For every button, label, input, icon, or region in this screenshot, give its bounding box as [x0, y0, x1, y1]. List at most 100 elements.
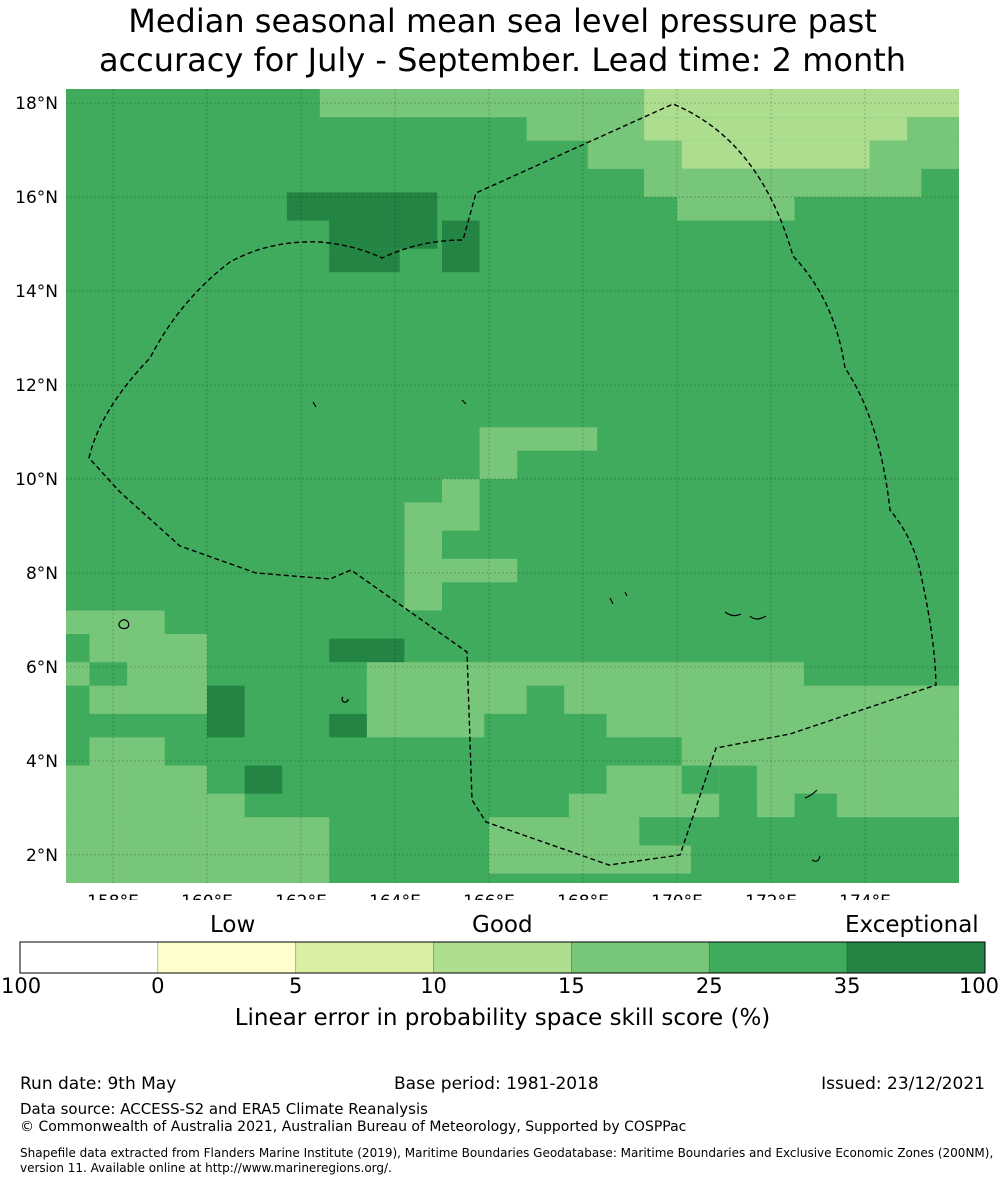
skill-cell	[286, 192, 438, 221]
y-tick-label: 12°N	[15, 376, 58, 396]
colorbar-tick-label: 10	[420, 974, 447, 998]
skill-cell	[644, 737, 682, 766]
skill-cell	[681, 140, 870, 169]
y-tick-label: 2°N	[26, 846, 58, 866]
x-tick-label: 172°E	[745, 892, 797, 900]
skill-cell	[329, 220, 438, 249]
skill-cell	[526, 117, 645, 141]
colorbar-swatch	[571, 941, 710, 974]
skill-cells	[66, 89, 959, 883]
eez-boundary	[88, 103, 937, 866]
skill-cell	[329, 248, 400, 273]
colorbar-tick-label: 25	[695, 974, 723, 998]
graticule	[66, 89, 959, 883]
skill-cell	[681, 765, 720, 794]
skill-cell	[587, 140, 645, 169]
data-source: Data source: ACCESS-S2 and ERA5 Climate …	[20, 1100, 428, 1118]
skill-cell	[479, 450, 518, 479]
colorbar-swatch	[846, 941, 986, 974]
skill-cell	[66, 610, 165, 634]
x-tick-label: 162°E	[275, 892, 327, 900]
y-tick-label: 4°N	[26, 752, 58, 772]
islands	[118, 399, 821, 862]
skill-cell	[794, 793, 837, 818]
colorbar-swatch	[433, 941, 572, 974]
skill-cell	[489, 845, 692, 874]
x-tick-label: 170°E	[651, 892, 703, 900]
colorbar-tick-label: -100	[0, 974, 42, 998]
colorbar	[19, 941, 986, 974]
skill-cell	[366, 713, 485, 738]
skill-cell	[564, 685, 959, 714]
skill-cell	[66, 765, 207, 794]
skill-cell	[329, 638, 405, 663]
skill-cell	[319, 89, 645, 118]
skill-cell	[719, 793, 757, 818]
copyright: © Commonwealth of Australia 2021, Austra…	[20, 1119, 687, 1135]
skill-cell	[89, 737, 165, 766]
x-tick-label: 160°E	[181, 892, 233, 900]
skill-cell	[442, 220, 480, 273]
skill-cell	[404, 502, 480, 531]
skill-cell	[639, 817, 959, 846]
island-outline	[804, 789, 821, 862]
island-outline	[312, 399, 467, 408]
island-outline	[724, 611, 767, 620]
skill-cell	[66, 845, 330, 883]
colorbar-label-low: Low	[210, 912, 256, 938]
colorbar-tick-label: 35	[833, 974, 861, 998]
island-outline	[118, 619, 130, 630]
skill-cell	[329, 713, 367, 738]
y-tick-label: 18°N	[15, 94, 58, 114]
island-outline	[609, 591, 628, 605]
skill-cell	[89, 633, 207, 663]
x-tick-label: 166°E	[463, 892, 515, 900]
skill-cell	[404, 558, 518, 583]
skill-cell	[756, 793, 795, 818]
y-tick-label: 6°N	[26, 658, 58, 678]
skill-cell	[644, 140, 682, 169]
map-title-line-1: Median seasonal mean sea level pressure …	[128, 2, 877, 40]
skill-cell	[244, 765, 283, 794]
x-axis-ticks: 158°E 160°E 162°E 164°E 166°E 168°E 170°E 172°E…	[87, 892, 891, 900]
colorbar-label-good: Good	[472, 912, 533, 938]
colorbar-tick-label: 5	[289, 974, 303, 998]
colorbar-title: Linear error in probability space skill …	[234, 1005, 771, 1031]
skill-cell	[836, 793, 959, 818]
skill-cell	[606, 713, 959, 738]
skill-cell	[66, 662, 90, 686]
skill-cell	[644, 737, 959, 766]
skill-cell	[691, 845, 959, 883]
skill-cell	[442, 478, 480, 503]
skill-cell	[907, 117, 959, 141]
colorbar-tick-label: 15	[558, 974, 585, 998]
y-axis-ticks: 18°N 16°N 14°N 12°N 10°N 8°N 6°N 4°N 2°N	[15, 94, 58, 866]
skill-cell	[404, 530, 442, 559]
map-title-line-2: accuracy for July - September. Lead time…	[98, 41, 907, 79]
colorbar-swatch	[708, 941, 848, 974]
colorbar-label-exceptional: Exceptional	[845, 912, 979, 938]
colorbar-tick-label: 100	[958, 974, 1000, 998]
colorbar-swatch	[295, 941, 434, 974]
x-tick-label: 158°E	[87, 892, 139, 900]
skill-cell	[869, 140, 959, 169]
skill-cell	[644, 89, 959, 118]
y-tick-label: 14°N	[15, 282, 58, 302]
colorbar-tick-label: 0	[151, 974, 165, 998]
run-date: Run date: 9th May	[20, 1074, 177, 1094]
skill-cell	[207, 685, 245, 738]
issued-date: Issued: 23/12/2021	[821, 1074, 985, 1094]
skill-cell	[568, 793, 720, 818]
skill-cell	[404, 582, 442, 611]
skill-cell	[127, 662, 207, 686]
x-tick-label: 174°E	[839, 892, 891, 900]
skill-cell	[644, 168, 922, 198]
y-tick-label: 8°N	[26, 564, 58, 584]
skill-map: 158°E 160°E 162°E 164°E 166°E 168°E 170°E 172°E…	[15, 89, 959, 900]
x-tick-label: 164°E	[369, 892, 421, 900]
island-outline	[341, 696, 349, 703]
skill-cell	[644, 117, 908, 141]
skill-cell	[66, 817, 330, 846]
skill-cell	[366, 685, 527, 714]
skill-cell	[677, 197, 795, 221]
